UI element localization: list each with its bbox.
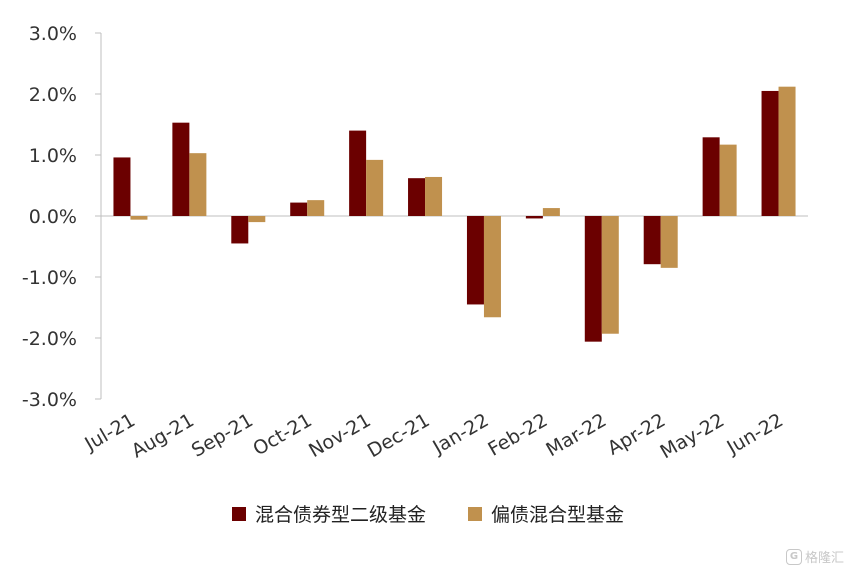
y-tick-label: 3.0% <box>29 23 77 45</box>
legend-label-series-1: 混合债券型二级基金 <box>254 504 426 526</box>
x-tick-label: Apr-22 <box>604 409 669 459</box>
bar <box>778 86 796 217</box>
bar-chart: 3.0%2.0%1.0%0.0%-1.0%-2.0%-3.0%Jul-21Aug… <box>22 23 808 463</box>
watermark: G 格隆汇 <box>785 547 844 566</box>
legend-item-series-1: 混合债券型二级基金 <box>231 500 426 527</box>
y-tick-label: -2.0% <box>22 328 77 350</box>
legend: 混合债券型二级基金 偏债混合型基金 <box>0 500 856 527</box>
bar <box>483 216 501 318</box>
bar <box>307 200 325 216</box>
bar <box>290 202 308 216</box>
x-tick-label: Nov-21 <box>305 409 375 462</box>
bar <box>702 137 720 216</box>
bar <box>761 90 779 216</box>
x-tick-label: Oct-21 <box>249 409 315 460</box>
y-tick-label: -3.0% <box>22 389 77 411</box>
x-tick-label: May-22 <box>657 409 729 463</box>
watermark-logo-icon: G <box>785 548 802 565</box>
y-tick-label: 0.0% <box>29 206 77 228</box>
x-tick-label: Sep-21 <box>188 409 257 461</box>
bar <box>113 157 131 216</box>
bar <box>189 153 207 216</box>
x-tick-label: Feb-22 <box>484 409 551 460</box>
bar <box>172 122 190 216</box>
legend-label-series-2: 偏债混合型基金 <box>491 504 625 526</box>
bar <box>130 216 148 220</box>
x-tick-label: Mar-22 <box>542 409 610 461</box>
legend-swatch-series-2 <box>468 506 482 521</box>
bar <box>601 216 619 334</box>
bar <box>584 216 602 342</box>
x-tick-label: Aug-21 <box>128 409 198 462</box>
bar <box>660 216 678 268</box>
y-tick-label: 2.0% <box>29 84 77 106</box>
bar <box>525 216 543 219</box>
bar <box>349 130 367 216</box>
x-tick-label: Dec-21 <box>364 409 434 462</box>
bar <box>719 144 737 216</box>
legend-item-series-2: 偏债混合型基金 <box>468 500 624 527</box>
y-tick-label: -1.0% <box>22 267 77 289</box>
bar <box>542 208 560 216</box>
bar <box>643 216 661 265</box>
bar <box>466 216 484 305</box>
bar <box>231 216 249 244</box>
bar <box>366 159 384 216</box>
bar <box>408 178 426 216</box>
watermark-text: 格隆汇 <box>804 551 844 566</box>
bar <box>425 176 443 216</box>
x-tick-label: Jun-22 <box>723 409 787 459</box>
bar <box>248 216 266 223</box>
legend-swatch-series-1 <box>231 506 246 521</box>
y-tick-label: 1.0% <box>29 145 77 167</box>
x-tick-label: Jan-22 <box>428 409 492 459</box>
